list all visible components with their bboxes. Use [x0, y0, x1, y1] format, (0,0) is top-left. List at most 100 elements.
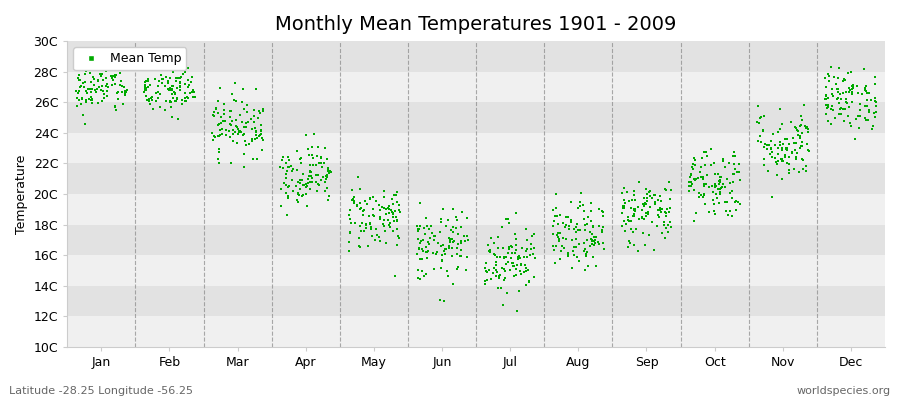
Point — [422, 241, 436, 247]
Point — [434, 265, 448, 271]
Point — [854, 91, 868, 97]
Point — [343, 230, 357, 236]
Point — [508, 236, 523, 242]
Point — [299, 184, 313, 190]
Point — [573, 190, 588, 196]
Point — [491, 275, 506, 281]
Point — [238, 138, 252, 144]
Point — [858, 103, 872, 109]
Point — [842, 120, 857, 126]
Point — [495, 223, 509, 230]
Point — [502, 244, 517, 250]
Point — [346, 196, 360, 202]
Point — [81, 86, 95, 92]
Point — [451, 240, 465, 247]
Point — [164, 99, 178, 106]
Point — [833, 106, 848, 112]
Point — [229, 116, 243, 123]
Point — [446, 229, 460, 235]
Point — [508, 266, 523, 272]
Point — [509, 308, 524, 314]
Point — [293, 177, 308, 183]
Point — [94, 87, 108, 94]
Point — [831, 74, 845, 81]
Point — [757, 144, 771, 150]
Point — [324, 168, 338, 175]
Point — [496, 245, 510, 251]
Point — [420, 249, 435, 256]
Point — [222, 121, 237, 127]
Point — [187, 89, 202, 95]
Point — [445, 253, 459, 259]
Point — [626, 229, 641, 235]
Point — [322, 168, 337, 174]
Point — [344, 220, 358, 226]
Point — [837, 76, 851, 82]
Point — [239, 124, 254, 130]
Point — [546, 242, 561, 249]
Point — [427, 233, 441, 240]
Point — [253, 132, 267, 138]
Point — [139, 84, 153, 91]
Point — [657, 186, 671, 192]
Point — [821, 104, 835, 110]
Point — [764, 138, 778, 144]
Point — [101, 66, 115, 73]
Point — [757, 156, 771, 162]
Point — [819, 84, 833, 90]
Point — [369, 225, 383, 232]
Point — [83, 70, 97, 76]
Point — [687, 218, 701, 224]
Point — [254, 122, 268, 128]
Point — [155, 80, 169, 86]
Point — [364, 226, 378, 232]
Point — [392, 207, 406, 213]
Point — [428, 236, 442, 243]
Point — [114, 89, 129, 95]
Point — [70, 103, 85, 110]
Point — [175, 96, 189, 103]
Point — [223, 108, 238, 114]
Point — [510, 254, 525, 260]
Point — [91, 100, 105, 106]
Point — [660, 206, 674, 212]
Point — [144, 95, 158, 101]
Point — [505, 250, 519, 256]
Point — [418, 231, 432, 237]
Point — [718, 184, 733, 190]
Point — [636, 200, 651, 207]
Point — [82, 64, 96, 71]
Point — [698, 149, 713, 155]
Point — [623, 240, 637, 246]
Point — [497, 254, 511, 261]
Point — [797, 122, 812, 129]
Point — [724, 194, 739, 201]
Point — [317, 160, 331, 166]
Point — [156, 76, 170, 82]
Point — [151, 78, 166, 84]
Point — [826, 74, 841, 81]
Point — [237, 106, 251, 112]
Point — [779, 144, 794, 151]
Point — [505, 244, 519, 250]
Point — [248, 86, 263, 92]
Point — [245, 137, 259, 144]
Point — [479, 260, 493, 266]
Point — [686, 166, 700, 172]
Point — [842, 85, 856, 91]
Point — [819, 92, 833, 98]
Point — [137, 88, 151, 95]
Point — [84, 79, 98, 86]
Point — [248, 125, 262, 131]
Point — [490, 254, 504, 260]
Point — [168, 90, 183, 96]
Point — [778, 136, 792, 142]
Point — [774, 158, 788, 164]
Point — [78, 68, 93, 74]
Point — [76, 112, 90, 118]
Point — [318, 188, 332, 195]
Point — [786, 150, 800, 156]
Point — [554, 248, 569, 254]
Point — [379, 211, 393, 218]
Point — [139, 92, 153, 99]
